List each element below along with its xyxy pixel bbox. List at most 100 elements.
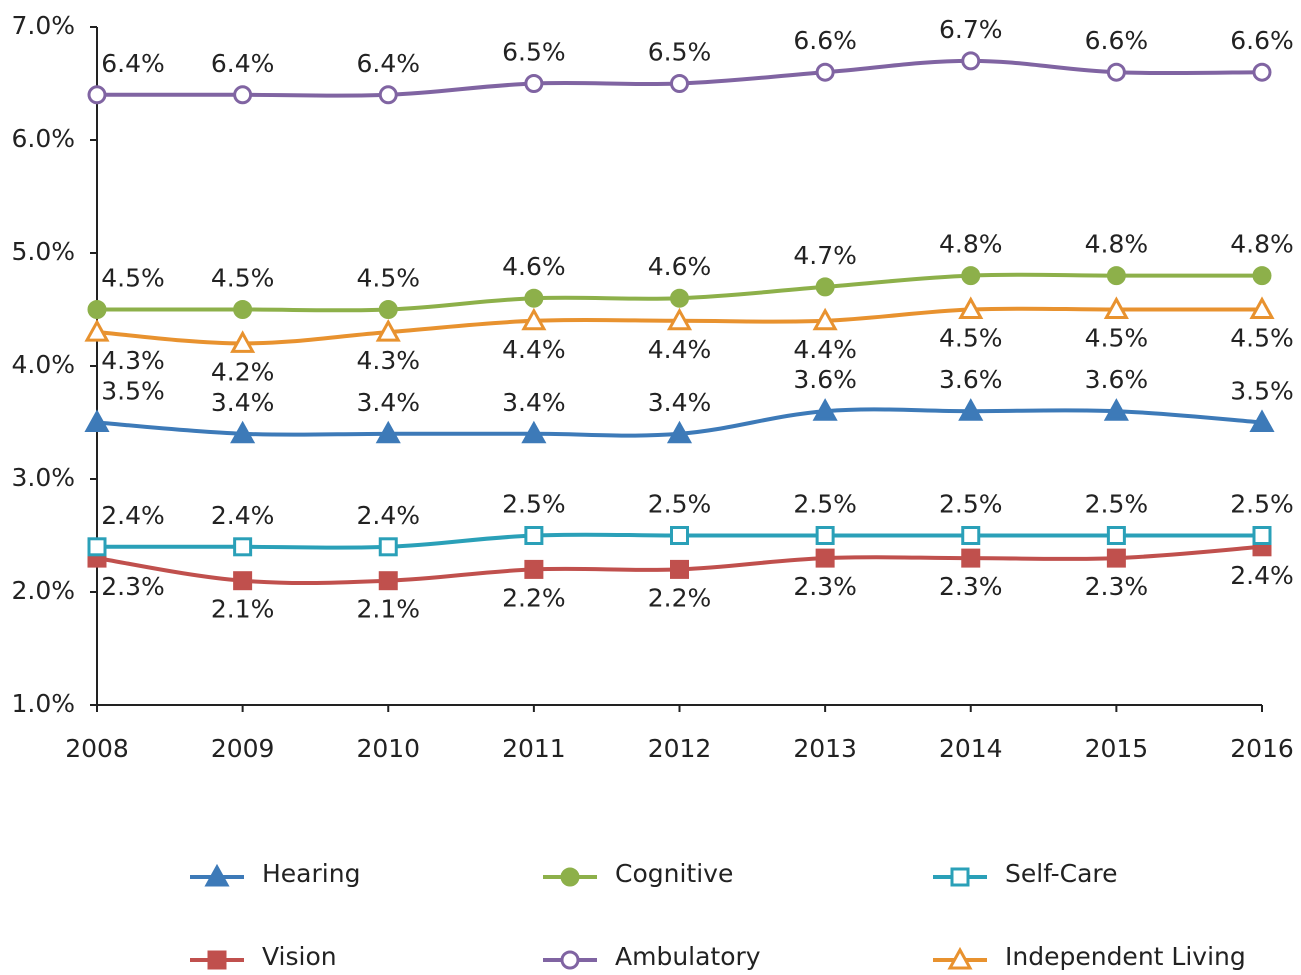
data-label: 2.3% — [101, 572, 165, 601]
marker — [947, 946, 973, 970]
marker — [815, 526, 835, 545]
y-tick-label: 4.0% — [11, 350, 75, 379]
data-label: 4.5% — [1085, 324, 1149, 353]
data-label: 6.4% — [101, 49, 165, 78]
y-tick-label: 2.0% — [11, 576, 75, 605]
data-label: 2.3% — [793, 572, 857, 601]
x-tick-label: 2012 — [648, 734, 712, 763]
data-label: 6.4% — [211, 49, 275, 78]
marker — [1252, 62, 1272, 82]
x-tick-label: 2015 — [1085, 734, 1149, 763]
data-label: 4.7% — [793, 241, 857, 270]
marker — [812, 307, 838, 331]
marker — [670, 559, 689, 579]
x-tick-label: 2011 — [502, 734, 566, 763]
marker — [670, 526, 689, 545]
marker — [666, 420, 693, 444]
data-label: 4.3% — [101, 346, 165, 375]
marker — [378, 571, 398, 591]
marker — [204, 863, 230, 887]
marker — [207, 950, 227, 970]
data-label: 4.8% — [1085, 230, 1149, 259]
data-label: 4.4% — [502, 335, 566, 364]
data-label: 3.5% — [1230, 377, 1294, 406]
data-label: 4.3% — [356, 346, 420, 375]
marker — [378, 300, 398, 319]
x-tick-label: 2014 — [939, 734, 1003, 763]
marker — [230, 420, 256, 444]
data-label: 4.5% — [1230, 324, 1294, 353]
marker — [87, 85, 107, 105]
marker — [1103, 296, 1129, 319]
marker — [375, 319, 401, 342]
marker — [233, 537, 253, 557]
marker — [233, 571, 253, 591]
data-label: 4.6% — [648, 252, 712, 281]
marker — [87, 300, 107, 319]
marker — [521, 307, 547, 331]
marker — [375, 420, 401, 444]
marker — [812, 398, 838, 421]
x-tick-label: 2008 — [65, 734, 129, 763]
x-tick-label: 2016 — [1230, 734, 1294, 763]
marker — [1249, 296, 1275, 319]
marker — [1106, 62, 1126, 82]
legend-label: Hearing — [262, 859, 360, 888]
data-label: 4.4% — [648, 335, 712, 364]
data-label: 2.4% — [101, 501, 165, 530]
marker — [378, 85, 398, 105]
marker — [1252, 526, 1272, 545]
marker — [560, 950, 580, 970]
marker — [524, 559, 544, 579]
marker — [815, 62, 835, 82]
legend-label: Vision — [262, 942, 337, 971]
marker — [815, 548, 835, 568]
marker — [666, 307, 693, 331]
y-tick-label: 1.0% — [11, 689, 75, 718]
legend-label: Ambulatory — [615, 942, 761, 971]
data-label: 6.7% — [939, 15, 1003, 44]
data-label: 3.4% — [502, 388, 566, 417]
data-label: 3.4% — [356, 388, 420, 417]
x-tick-label: 2009 — [211, 734, 275, 763]
data-label: 4.5% — [211, 264, 275, 293]
data-label: 4.5% — [356, 264, 420, 293]
marker — [84, 319, 110, 342]
data-label: 4.5% — [101, 264, 165, 293]
data-label: 2.5% — [939, 490, 1003, 519]
data-label: 6.4% — [356, 49, 420, 78]
data-label: 2.4% — [211, 501, 275, 530]
marker — [1252, 266, 1272, 286]
y-tick-label: 6.0% — [11, 124, 75, 153]
data-label: 6.6% — [1230, 26, 1294, 55]
y-tick-label: 7.0% — [11, 11, 75, 40]
marker — [524, 526, 544, 545]
marker — [961, 51, 981, 71]
marker — [1106, 548, 1126, 568]
legend-item: Self-Care — [933, 859, 1118, 888]
data-label: 2.3% — [939, 572, 1003, 601]
marker — [233, 300, 253, 319]
marker — [521, 420, 547, 444]
data-label: 6.6% — [793, 26, 857, 55]
marker — [1103, 398, 1129, 421]
data-label: 3.4% — [211, 388, 275, 417]
data-label: 4.6% — [502, 252, 566, 281]
data-label: 4.8% — [939, 230, 1003, 259]
data-label: 2.4% — [1230, 561, 1294, 590]
data-label: 2.4% — [356, 501, 420, 530]
marker — [670, 74, 689, 93]
data-label: 2.2% — [648, 583, 712, 612]
legend-item: Cognitive — [543, 859, 733, 888]
marker — [524, 288, 544, 308]
marker — [233, 85, 253, 105]
data-label: 3.6% — [939, 365, 1003, 394]
data-label: 6.5% — [502, 38, 566, 67]
data-label: 2.2% — [502, 583, 566, 612]
data-label: 3.6% — [793, 365, 857, 394]
legend-item: Hearing — [190, 859, 360, 888]
marker — [560, 867, 580, 887]
y-tick-label: 5.0% — [11, 237, 75, 266]
marker — [958, 398, 984, 421]
